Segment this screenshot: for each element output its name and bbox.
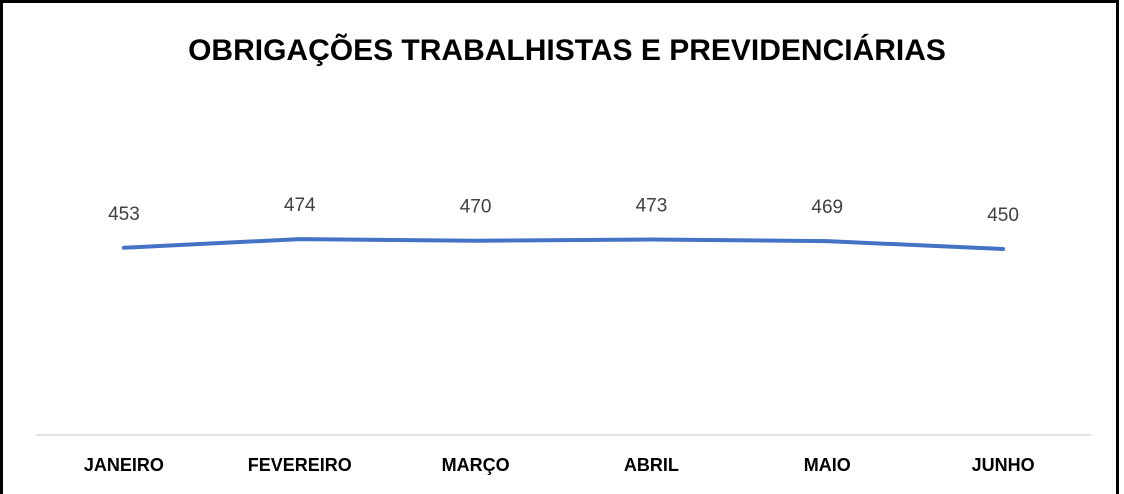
line: [121, 237, 1006, 251]
x-tick-label: JANEIRO: [84, 455, 164, 475]
x-tick-label: ABRIL: [624, 455, 679, 475]
data-label: 450: [987, 205, 1019, 226]
x-tick-label: JUNHO: [972, 455, 1035, 475]
data-label: 474: [284, 195, 316, 216]
x-tick-label: FEVEREIRO: [248, 455, 352, 475]
data-label: 453: [108, 204, 140, 225]
data-label: 469: [811, 197, 843, 218]
x-tick-label: MARÇO: [442, 455, 510, 475]
x-tick-label: MAIO: [804, 455, 851, 475]
data-label: 473: [636, 196, 668, 217]
chart-title: OBRIGAÇÕES TRABALHISTAS E PREVIDENCIÁRIA…: [188, 33, 946, 67]
data-label: 470: [460, 197, 492, 218]
